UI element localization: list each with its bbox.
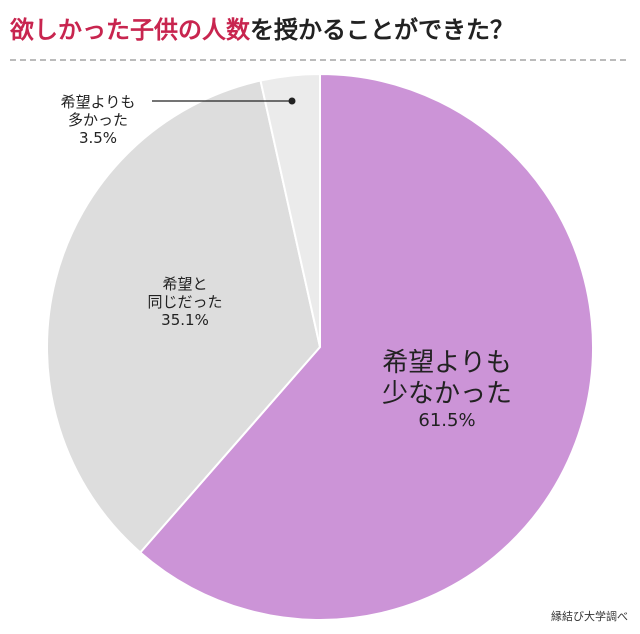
source: 縁結び大学調べ: [551, 610, 628, 623]
slice-label: 希望よりも 少なかった 61.5%: [382, 348, 512, 432]
category-label: 希望と 同じだった: [147, 275, 223, 311]
pie-slice: [138, 72, 594, 621]
slice-label: 希望と 同じだった 35.1%: [147, 275, 222, 329]
value-label: 3.5%: [78, 129, 118, 147]
pie-slice: [46, 79, 322, 554]
title-part: を授かることができた？: [250, 16, 514, 44]
leader-dot: [288, 97, 296, 105]
value-label: 61.5%: [418, 410, 476, 432]
category-label: 希望よりも 多かった: [60, 93, 136, 129]
chart-title: 欲しかった子供の人数を授かることができた？: [10, 10, 514, 45]
category-label: 希望よりも 少なかった: [381, 348, 513, 410]
slice-label: 希望よりも 多かった 3.5%: [61, 93, 136, 147]
title-part: 欲しかった子供の人数: [10, 16, 250, 44]
value-label: 35.1%: [161, 311, 209, 329]
pie-slice: [259, 72, 321, 348]
